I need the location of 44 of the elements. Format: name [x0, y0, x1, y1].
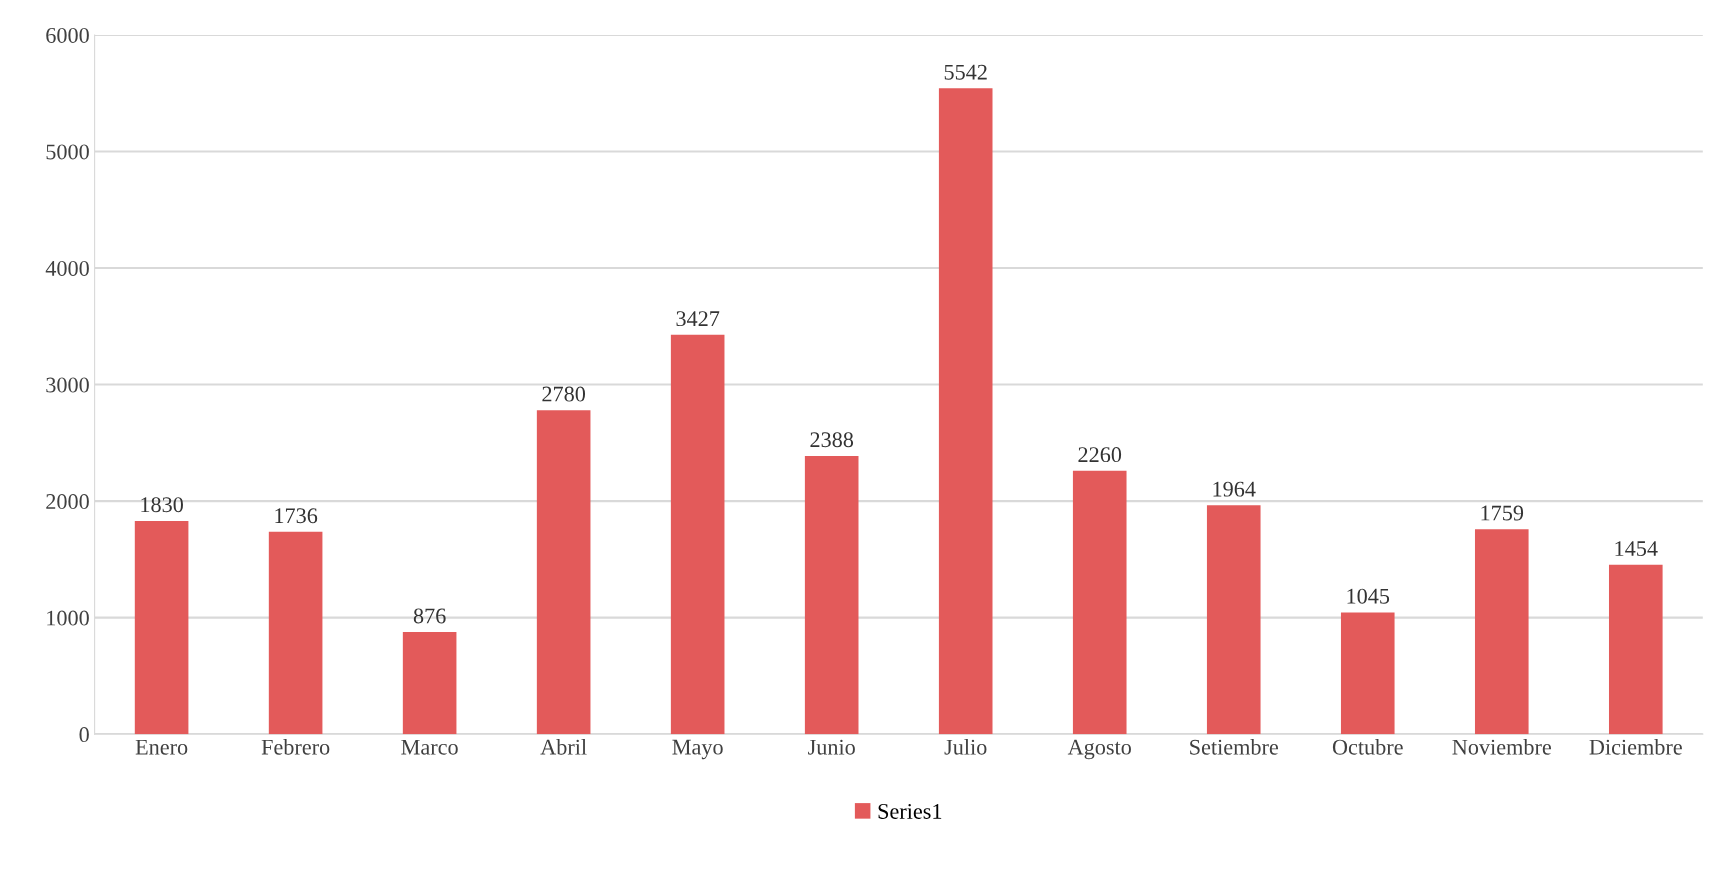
bar — [1474, 529, 1529, 735]
x-tick-label: Agosto — [1067, 739, 1131, 760]
bar — [670, 334, 725, 735]
legend-label: Series1 — [878, 803, 942, 819]
data-label: 1454 — [1615, 541, 1658, 557]
bar — [402, 632, 457, 735]
bar — [1608, 564, 1663, 735]
data-label: 2780 — [542, 386, 586, 402]
bar — [268, 531, 323, 735]
x-tick-label: Mayo — [672, 739, 723, 760]
y-tick-label: 4000 — [45, 260, 89, 276]
bar — [1072, 470, 1127, 735]
x-tick-label: Enero — [135, 739, 188, 755]
x-tick-label: Octubre — [1332, 739, 1403, 755]
data-label: 1964 — [1213, 481, 1256, 497]
bar — [134, 520, 189, 735]
data-label: 5542 — [944, 64, 987, 80]
bar — [536, 410, 591, 735]
data-label: 876 — [413, 608, 446, 624]
x-tick-label: Marco — [401, 739, 458, 755]
y-tick-label: 3000 — [46, 377, 89, 393]
y-tick-label: 6000 — [46, 27, 89, 43]
y-tick-label: 0 — [79, 727, 89, 743]
y-tick-label: 2000 — [46, 494, 89, 510]
data-label: 1045 — [1347, 588, 1390, 604]
x-tick-label: Diciembre — [1589, 739, 1682, 755]
x-tick-label: Junio — [808, 739, 855, 755]
y-tick-label: 1000 — [47, 610, 89, 626]
bar — [804, 455, 859, 735]
x-tick-label: Febrero — [261, 739, 330, 755]
x-tick-label: Abril — [540, 739, 587, 755]
bar — [938, 88, 993, 735]
bar — [1340, 612, 1395, 735]
x-tick-label: Setiembre — [1190, 739, 1279, 755]
x-tick-label: Julio — [944, 739, 987, 755]
data-label: 2388 — [810, 432, 854, 448]
bar — [1206, 505, 1261, 735]
data-label: 1736 — [275, 508, 318, 524]
data-label: 1759 — [1481, 505, 1524, 521]
y-tick-label: 5000 — [46, 144, 89, 160]
data-label: 1830 — [141, 497, 183, 513]
data-label: 2260 — [1078, 447, 1122, 463]
x-tick-label: Noviembre — [1452, 739, 1551, 755]
data-label: 3427 — [676, 311, 720, 327]
